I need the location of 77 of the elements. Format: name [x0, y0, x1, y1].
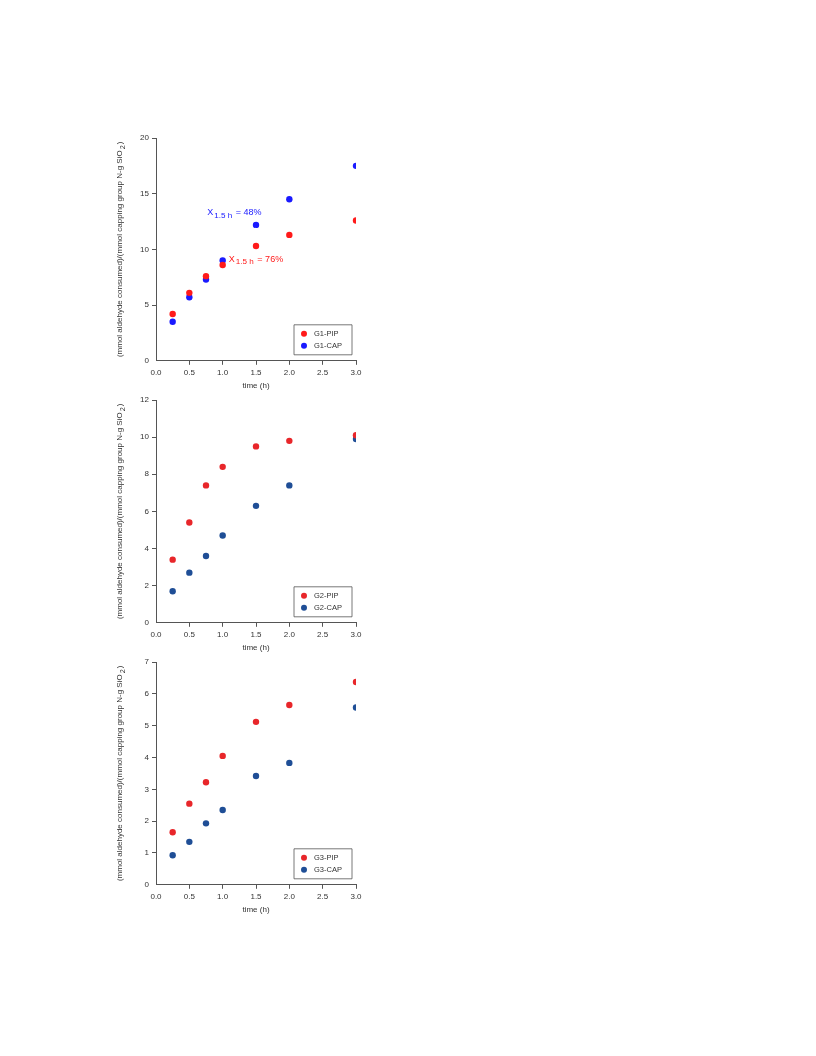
point — [186, 289, 193, 297]
x-tick-label: 1.5 — [250, 629, 263, 639]
point — [202, 272, 210, 280]
x-tick-label: 0.5 — [183, 891, 196, 901]
y-tick-label: 15 — [140, 188, 150, 198]
y-tick-label: 7 — [144, 657, 150, 667]
point — [286, 196, 293, 203]
point — [169, 852, 176, 859]
point — [169, 318, 176, 326]
y-tick-label: 10 — [140, 244, 150, 254]
y-tick-label: 3 — [144, 784, 150, 794]
point — [219, 463, 226, 471]
y-tick-label: 0 — [144, 356, 150, 365]
point — [286, 701, 293, 709]
x-axis-title: time (h) — [242, 381, 270, 391]
point — [286, 482, 293, 489]
x-tick-label: 3.0 — [350, 367, 363, 377]
x-tick-label: 2.5 — [317, 367, 329, 377]
point — [252, 242, 260, 250]
x-tick-label: 0.0 — [150, 367, 163, 377]
point — [186, 800, 193, 807]
point — [169, 310, 176, 318]
point — [169, 829, 176, 836]
point — [202, 779, 210, 786]
x-tick-label: 1.0 — [217, 367, 229, 377]
x-tick-label: 1.5 — [250, 891, 263, 901]
x-tick-label: 3.0 — [350, 629, 363, 639]
point — [252, 718, 260, 726]
point — [219, 806, 226, 814]
x-tick-label: 1.5 — [250, 367, 263, 377]
y-tick-label: 2 — [144, 816, 150, 826]
point — [186, 519, 193, 526]
y-tick-label: 0 — [144, 880, 150, 889]
y-tick-label: 4 — [144, 752, 150, 762]
y-tick-label: 6 — [144, 506, 150, 516]
point — [186, 838, 193, 846]
x-tick-label: 2.0 — [283, 629, 296, 639]
y-tick-label: 0 — [144, 618, 150, 627]
y-tick-label: 20 — [140, 133, 150, 143]
y-tick-label: 1 — [144, 848, 150, 858]
y-tick-label: 10 — [140, 432, 150, 442]
point — [286, 759, 293, 767]
point — [169, 588, 176, 595]
point — [252, 502, 260, 510]
point — [169, 556, 176, 563]
x-tick-label: 1.0 — [217, 629, 229, 639]
y-tick-label: 12 — [140, 395, 150, 405]
point — [202, 552, 210, 560]
x-axis-title: time (h) — [242, 643, 270, 653]
point — [202, 482, 210, 489]
x-tick-label: 2.5 — [317, 891, 329, 901]
point — [252, 443, 260, 450]
point — [219, 532, 226, 539]
point — [252, 221, 260, 229]
point — [219, 261, 226, 269]
y-tick-label: 5 — [144, 300, 150, 310]
point — [202, 820, 210, 827]
y-tick-label: 5 — [144, 720, 150, 730]
x-tick-label: 2.0 — [283, 367, 296, 377]
x-tick-label: 3.0 — [350, 891, 363, 901]
point — [252, 772, 260, 780]
x-tick-label: 0.5 — [183, 629, 196, 639]
x-tick-label: 2.5 — [317, 629, 329, 639]
x-tick-label: 1.0 — [217, 891, 229, 901]
x-axis-title: time (h) — [242, 905, 270, 915]
point — [186, 569, 193, 576]
x-tick-label: 0.0 — [150, 629, 163, 639]
x-tick-label: 0.0 — [150, 891, 163, 901]
y-tick-label: 4 — [144, 543, 150, 553]
point — [286, 437, 293, 445]
x-tick-label: 0.5 — [183, 367, 196, 377]
point — [219, 752, 226, 760]
y-tick-label: 8 — [144, 469, 150, 479]
point — [286, 231, 293, 239]
x-tick-label: 2.0 — [283, 891, 296, 901]
y-tick-label: 6 — [144, 689, 150, 699]
y-tick-label: 2 — [144, 580, 150, 590]
